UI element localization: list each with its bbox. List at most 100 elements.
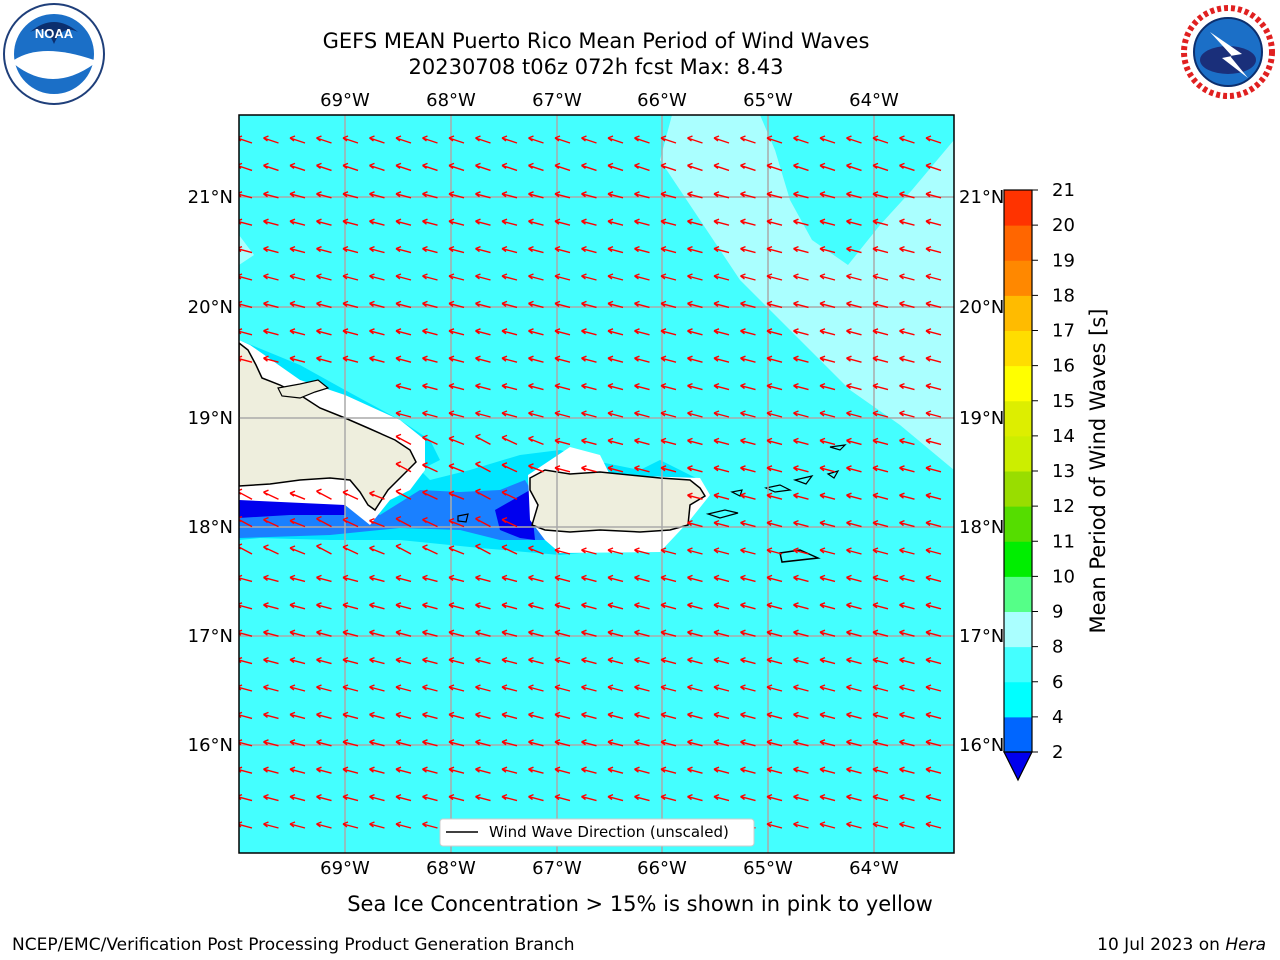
wind-wave-arrow (395, 684, 412, 692)
wind-wave-arrow (581, 328, 597, 336)
lon-tick-top: 67°W (532, 90, 582, 111)
wind-wave-arrow (607, 574, 624, 583)
wind-wave-arrow (263, 328, 279, 336)
wind-wave-arrow (634, 547, 650, 555)
wind-wave-arrow (899, 656, 915, 665)
wind-wave-arrow (793, 218, 809, 226)
lon-tick-bottom: 64°W (849, 858, 899, 879)
wind-wave-arrow (660, 218, 677, 226)
wind-wave-arrow (872, 437, 889, 446)
wind-wave-arrow (793, 382, 809, 391)
wind-wave-arrow (501, 516, 518, 528)
wind-wave-arrow (713, 711, 730, 720)
wind-wave-arrow (819, 355, 836, 363)
wind-wave-arrow (263, 516, 279, 528)
wind-wave-arrow (342, 191, 359, 199)
wind-wave-arrow (846, 465, 862, 473)
wind-wave-arrow (395, 656, 412, 665)
wind-wave-arrow (422, 245, 438, 254)
wind-wave-arrow (713, 739, 730, 747)
colorbar-segment (1004, 681, 1032, 718)
wind-wave-arrow (713, 465, 730, 473)
wind-wave-arrow (846, 739, 862, 747)
wind-wave-arrow (713, 328, 730, 336)
wind-wave-arrow (448, 218, 465, 226)
wind-wave-arrow (925, 300, 942, 309)
wind-wave-arrow (846, 162, 862, 172)
wind-wave-arrow (581, 711, 597, 720)
wind-wave-arrow (369, 574, 385, 583)
wind-wave-arrow (554, 711, 571, 720)
wind-wave-arrow (422, 793, 438, 802)
wind-wave-arrow (634, 355, 650, 363)
wind-wave-arrow (581, 191, 597, 199)
wind-wave-arrow (395, 410, 412, 418)
wind-wave-arrow (554, 684, 571, 692)
lon-tick-top: 69°W (320, 90, 370, 111)
wind-wave-arrow (925, 492, 942, 500)
lon-tick-bottom: 67°W (532, 858, 582, 879)
wind-wave-arrow (872, 711, 889, 720)
wind-wave-arrow (475, 629, 491, 637)
wind-wave-arrow (713, 519, 730, 528)
wind-wave-arrow (422, 711, 438, 720)
wind-wave-arrow (899, 410, 915, 418)
wind-wave-arrow (475, 410, 491, 418)
wind-wave-arrow (395, 433, 412, 446)
wind-wave-arrow (925, 684, 942, 692)
wind-wave-arrow (740, 629, 756, 637)
wind-wave-arrow (819, 382, 836, 391)
wind-wave-arrow (687, 465, 703, 473)
wind-wave-arrow (475, 602, 491, 610)
wind-wave-arrow (342, 574, 359, 583)
wind-wave-arrow (766, 711, 783, 720)
wind-wave-arrow (607, 793, 624, 802)
wind-wave-arrow (766, 218, 783, 226)
wind-wave-arrow (554, 629, 571, 637)
wind-wave-arrow (872, 465, 889, 473)
wind-wave-arrow (793, 574, 809, 583)
wind-wave-arrow (422, 821, 438, 829)
wind-wave-arrow (872, 629, 889, 637)
hispaniola-land (239, 342, 417, 512)
wind-wave-arrow (607, 684, 624, 692)
wind-wave-arrow (899, 766, 915, 774)
wind-wave-arrow (660, 191, 677, 199)
wind-wave-arrow (713, 245, 730, 254)
wind-wave-arrow (819, 793, 836, 802)
footer-date: 10 Jul 2023 on Hera (1097, 935, 1266, 955)
wind-wave-arrow (422, 355, 438, 363)
wind-wave-arrow (713, 355, 730, 363)
wind-wave-arrow (846, 547, 862, 555)
wind-wave-arrow (475, 488, 491, 500)
wind-wave-arrow (289, 711, 306, 720)
wind-wave-arrow (501, 218, 518, 226)
wind-wave-arrow (766, 135, 783, 144)
wind-wave-arrow (395, 218, 412, 226)
wind-wave-arrow (581, 739, 597, 747)
wind-wave-arrow (316, 515, 332, 528)
nws-logo (1181, 5, 1275, 99)
wind-wave-arrow (766, 766, 783, 774)
wind-wave-arrow (528, 410, 544, 418)
wind-wave-arrow (263, 218, 279, 226)
wind-wave-arrow (660, 300, 677, 309)
wind-wave-arrow (766, 492, 783, 500)
wind-wave-arrow (740, 191, 756, 199)
wind-wave-arrow (289, 821, 306, 829)
wind-wave-arrow (448, 435, 465, 446)
wind-wave-arrow (634, 602, 650, 610)
wind-wave-arrow (925, 135, 942, 144)
wind-wave-arrow (899, 328, 915, 336)
wind-wave-arrow (263, 355, 279, 363)
wind-wave-arrow (634, 135, 650, 144)
wind-wave-arrow (607, 465, 624, 473)
wind-wave-arrow (581, 547, 597, 555)
wind-wave-arrow (713, 410, 730, 418)
wind-wave-arrow (369, 517, 385, 528)
wind-wave-arrow (872, 135, 889, 144)
wind-wave-arrow (316, 162, 332, 172)
wind-wave-arrow (713, 492, 730, 500)
wind-wave-arrow (740, 273, 756, 281)
wind-wave-arrow (342, 684, 359, 692)
